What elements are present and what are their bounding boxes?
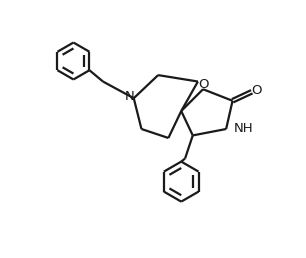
Text: N: N [124,90,134,103]
Text: O: O [198,78,209,91]
Text: NH: NH [233,123,253,135]
Text: O: O [251,84,262,97]
